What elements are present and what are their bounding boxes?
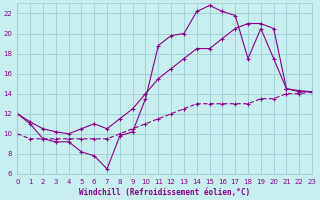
X-axis label: Windchill (Refroidissement éolien,°C): Windchill (Refroidissement éolien,°C) — [79, 188, 250, 197]
